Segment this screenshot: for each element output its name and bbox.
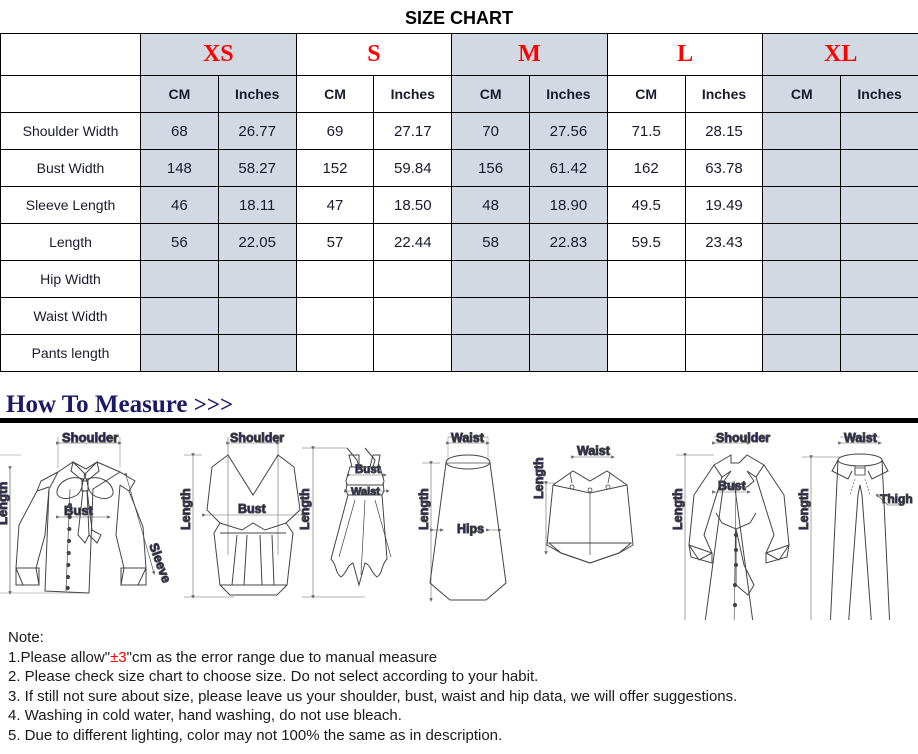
svg-text:Length: Length (298, 488, 312, 530)
svg-text:Length: Length (179, 488, 193, 530)
svg-text:Shoulder: Shoulder (230, 431, 284, 445)
svg-text:Shoulder: Shoulder (62, 430, 118, 445)
svg-text:Sleeve: Sleeve (146, 541, 174, 585)
svg-text:Waist: Waist (351, 486, 380, 498)
svg-text:Waist: Waist (451, 431, 485, 445)
svg-text:Length: Length (0, 482, 10, 525)
svg-text:Length: Length (417, 488, 431, 530)
svg-text:Thigh: Thigh (880, 492, 913, 506)
svg-text:Length: Length (797, 488, 811, 530)
svg-text:Length: Length (671, 488, 685, 530)
svg-text:Waist: Waist (844, 431, 878, 445)
svg-text:Bust: Bust (238, 502, 267, 516)
svg-text:Shoulder: Shoulder (716, 431, 770, 445)
svg-text:Length: Length (532, 457, 546, 499)
svg-text:Waist: Waist (577, 444, 611, 458)
svg-text:Hips: Hips (457, 522, 484, 536)
